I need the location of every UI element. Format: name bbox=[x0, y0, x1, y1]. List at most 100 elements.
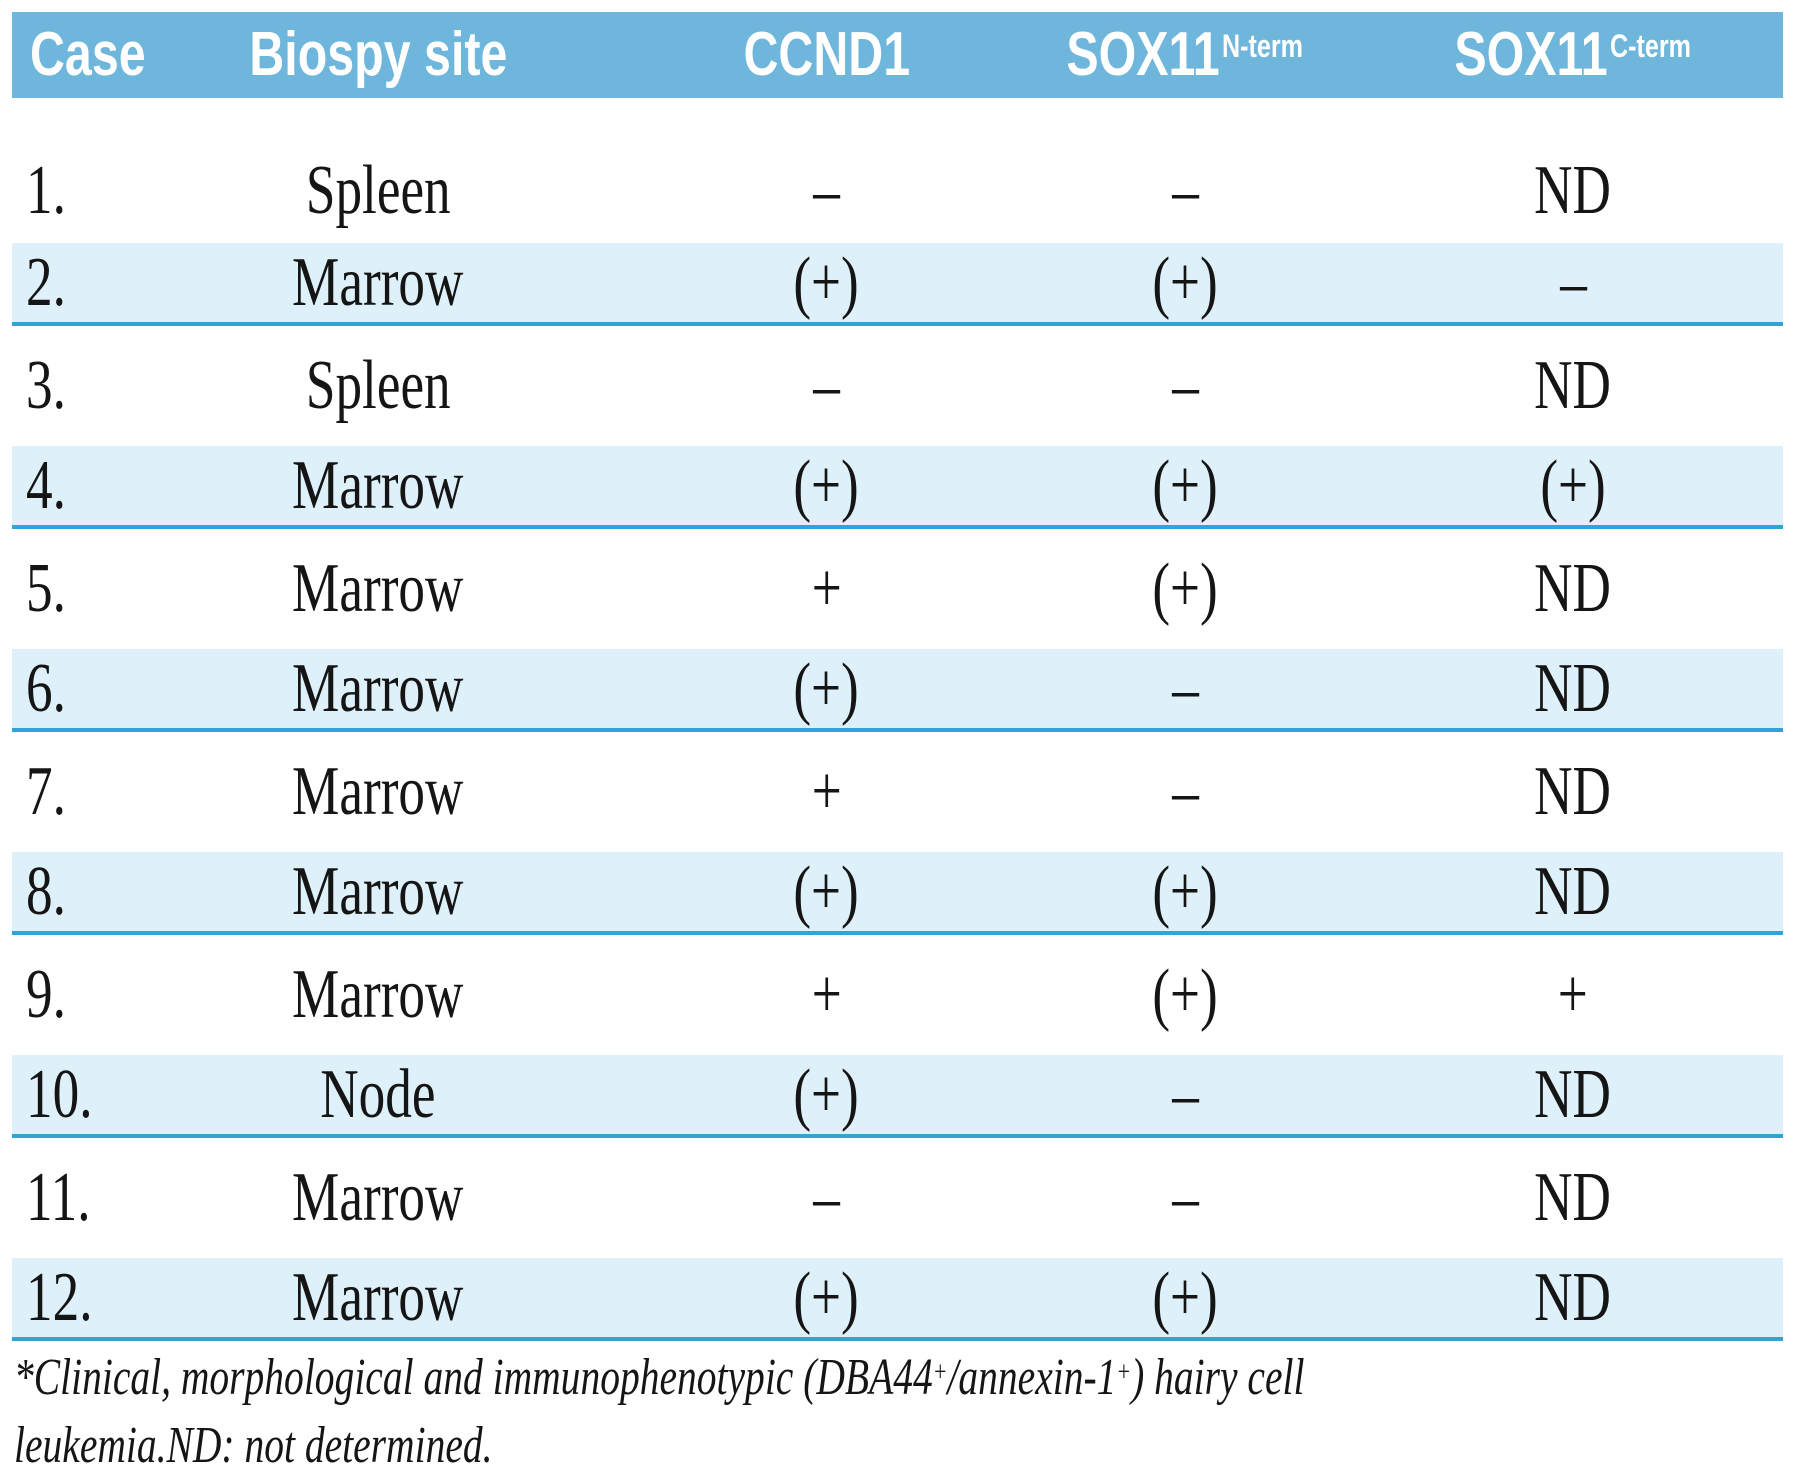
cell-ccnd1: + bbox=[646, 757, 1007, 827]
cell-case: 9. bbox=[12, 960, 110, 1030]
cell-case-text: 6. bbox=[26, 649, 66, 727]
header-sox11-nterm-label: SOX11N-term bbox=[1066, 20, 1304, 89]
cell-biopsy-site-text: Marrow bbox=[292, 446, 464, 524]
cell-biopsy-site-text: Marrow bbox=[292, 649, 464, 727]
cell-sox11-cterm-text: – bbox=[1559, 243, 1587, 321]
cell-case: 2. bbox=[12, 247, 110, 318]
cell-case-text: 3. bbox=[26, 347, 66, 424]
cell-sox11-nterm-text: – bbox=[1171, 649, 1199, 727]
cell-ccnd1: (+) bbox=[646, 653, 1007, 724]
cell-ccnd1-text: (+) bbox=[793, 446, 860, 524]
cell-sox11-cterm-text: ND bbox=[1534, 852, 1612, 930]
cell-biopsy-site: Node bbox=[110, 1055, 646, 1133]
cell-ccnd1-text: (+) bbox=[793, 1258, 860, 1336]
cell-case: 7. bbox=[12, 757, 110, 827]
cell-sox11-nterm: (+) bbox=[1007, 1258, 1363, 1336]
table-row: 12. Marrow (+) (+) ND bbox=[12, 1258, 1783, 1341]
cell-sox11-cterm: ND bbox=[1363, 852, 1783, 930]
header-sox11-cterm-superscript: C-term bbox=[1610, 28, 1692, 65]
cell-biopsy-site: Marrow bbox=[110, 554, 646, 624]
cell-sox11-nterm-text: – bbox=[1171, 347, 1199, 424]
table-row: 11. Marrow – – ND bbox=[12, 1138, 1783, 1258]
cell-case-text: 9. bbox=[26, 956, 66, 1033]
cell-ccnd1-text: + bbox=[811, 550, 842, 627]
table-row: 6. Marrow (+) – ND bbox=[12, 649, 1783, 732]
cell-sox11-cterm-text: ND bbox=[1534, 1159, 1612, 1236]
cell-sox11-nterm-text: (+) bbox=[1152, 1258, 1218, 1336]
cell-biopsy-site: Marrow bbox=[110, 852, 646, 930]
footnote-line-text: *Clinical, morphological and immunopheno… bbox=[14, 1349, 1305, 1406]
cell-ccnd1: – bbox=[646, 155, 1007, 226]
cell-sox11-nterm-text: (+) bbox=[1152, 852, 1218, 930]
table-row: 10. Node (+) – ND bbox=[12, 1055, 1783, 1138]
cell-sox11-cterm: + bbox=[1363, 960, 1783, 1030]
cell-case-text: 5. bbox=[26, 550, 66, 627]
cell-sox11-nterm-text: (+) bbox=[1152, 446, 1218, 524]
cell-ccnd1-text: (+) bbox=[793, 243, 860, 321]
cell-sox11-nterm-text: (+) bbox=[1152, 243, 1218, 321]
cell-sox11-cterm: ND bbox=[1363, 554, 1783, 624]
cell-sox11-cterm: – bbox=[1363, 243, 1783, 321]
header-biopsy-site: Biospy site bbox=[110, 12, 646, 98]
table-row: 8. Marrow (+) (+) ND bbox=[12, 852, 1783, 935]
cell-biopsy-site-text: Spleen bbox=[305, 347, 451, 424]
cell-biopsy-site-text: Marrow bbox=[292, 753, 464, 830]
cell-case-text: 8. bbox=[26, 852, 66, 930]
cell-ccnd1: – bbox=[646, 1163, 1007, 1233]
cell-case: 11. bbox=[12, 1163, 110, 1233]
cell-sox11-nterm: (+) bbox=[1007, 960, 1363, 1030]
header-sox11-cterm: SOX11C-term bbox=[1363, 12, 1783, 98]
cell-ccnd1: – bbox=[646, 351, 1007, 421]
cell-case-text: 12. bbox=[26, 1258, 93, 1336]
table-rows: 1. Spleen – – ND 2. Marrow (+) (+) –3. Spleen – – ND 4… bbox=[12, 98, 1783, 1341]
cell-biopsy-site: Marrow bbox=[110, 960, 646, 1030]
cell-sox11-cterm-text: ND bbox=[1534, 151, 1612, 229]
cell-biopsy-site: Spleen bbox=[110, 151, 646, 229]
results-table: Case Biospy site CCND1 SOX11N-term SOX11… bbox=[12, 12, 1783, 1341]
cell-sox11-nterm-text: – bbox=[1171, 1159, 1199, 1236]
cell-sox11-nterm: (+) bbox=[1007, 554, 1363, 624]
table-header-row: Case Biospy site CCND1 SOX11N-term SOX11… bbox=[12, 12, 1783, 98]
cell-case: 1. bbox=[12, 151, 110, 229]
cell-case: 12. bbox=[12, 1258, 110, 1336]
cell-sox11-nterm-text: – bbox=[1171, 1055, 1199, 1133]
cell-case: 5. bbox=[12, 554, 110, 624]
cell-case-text: 10. bbox=[26, 1055, 93, 1133]
cell-biopsy-site: Marrow bbox=[110, 757, 646, 827]
cell-ccnd1: (+) bbox=[646, 852, 1007, 930]
table-row: 2. Marrow (+) (+) – bbox=[12, 243, 1783, 326]
cell-biopsy-site-text: Marrow bbox=[292, 550, 464, 627]
cell-biopsy-site-text: Marrow bbox=[292, 852, 464, 930]
cell-biopsy-site: Spleen bbox=[110, 351, 646, 421]
cell-sox11-cterm: (+) bbox=[1363, 450, 1783, 521]
cell-sox11-cterm-text: ND bbox=[1534, 649, 1612, 727]
cell-case-text: 1. bbox=[26, 151, 66, 229]
cell-biopsy-site-text: Marrow bbox=[292, 1159, 464, 1236]
cell-case-text: 7. bbox=[26, 753, 66, 830]
cell-case: 3. bbox=[12, 351, 110, 421]
header-ccnd1: CCND1 bbox=[646, 12, 1007, 98]
cell-sox11-cterm: ND bbox=[1363, 757, 1783, 827]
cell-biopsy-site: Marrow bbox=[110, 649, 646, 727]
cell-biopsy-site-text: Marrow bbox=[292, 1258, 464, 1336]
cell-biopsy-site: Marrow bbox=[110, 1163, 646, 1233]
cell-sox11-cterm-text: ND bbox=[1534, 1055, 1612, 1133]
cell-sox11-nterm: (+) bbox=[1007, 446, 1363, 524]
cell-ccnd1-text: (+) bbox=[793, 852, 860, 930]
cell-case: 4. bbox=[12, 450, 110, 521]
cell-sox11-nterm: – bbox=[1007, 351, 1363, 421]
footnote-line-text: leukemia.ND: not determined. bbox=[14, 1417, 493, 1474]
table-row: 7. Marrow + – ND bbox=[12, 732, 1783, 852]
cell-sox11-cterm: ND bbox=[1363, 351, 1783, 421]
cell-biopsy-site-text: Spleen bbox=[305, 151, 451, 229]
cell-sox11-cterm-text: + bbox=[1557, 956, 1588, 1033]
cell-sox11-cterm-text: ND bbox=[1534, 550, 1612, 627]
cell-sox11-nterm: – bbox=[1007, 155, 1363, 226]
cell-biopsy-site-text: Node bbox=[320, 1055, 436, 1133]
cell-case: 8. bbox=[12, 852, 110, 930]
header-sox11-cterm-label: SOX11C-term bbox=[1454, 20, 1692, 89]
cell-sox11-cterm: ND bbox=[1363, 1055, 1783, 1133]
cell-biopsy-site: Marrow bbox=[110, 247, 646, 318]
table-row: 3. Spleen – – ND bbox=[12, 326, 1783, 446]
table-row: 5. Marrow + (+) ND bbox=[12, 529, 1783, 649]
